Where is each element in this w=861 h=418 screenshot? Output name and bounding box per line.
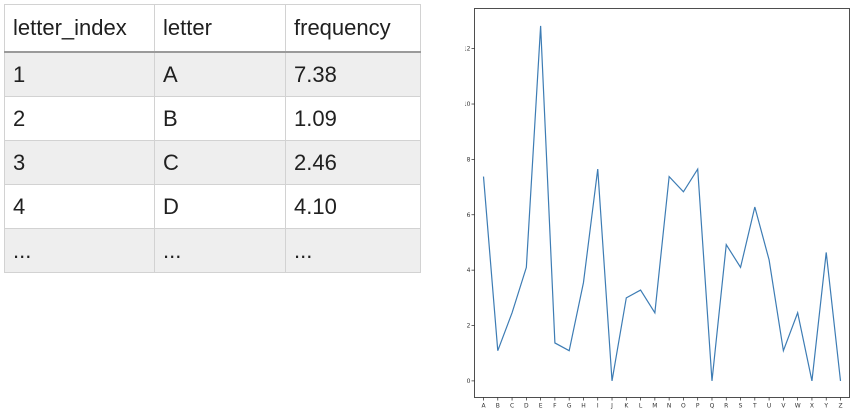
x-tick-label: J [610,403,613,410]
x-tick-label: B [496,403,500,410]
y-tick-label: 2 [467,323,471,330]
table-row: 4 D 4.10 [4,184,421,229]
y-tick-label: 4 [467,267,471,274]
table-row: ... ... ... [4,228,421,273]
y-tick-label: 8 [467,156,471,163]
table-row: 1 A 7.38 [4,51,421,97]
cell-frequency: 2.46 [285,140,421,185]
cell-letter: A [154,51,286,97]
x-tick-label: S [739,403,743,410]
cell-letter: D [154,184,286,229]
series-line [482,25,842,382]
cell-letter-index: 1 [4,51,155,97]
x-tick-label: U [767,403,771,410]
cell-letter-index: 3 [4,140,155,185]
column-header-frequency: frequency [285,4,421,53]
y-tick-label: 10 [465,101,471,108]
cell-letter: ... [154,228,286,273]
cell-letter-index: 2 [4,96,155,141]
x-tick-label: M [652,403,657,410]
y-tick-label: 6 [467,212,471,219]
x-tick-label: O [681,403,686,410]
cell-frequency: 7.38 [285,51,421,97]
cell-letter-index: 4 [4,184,155,229]
x-tick-label: E [539,403,543,410]
x-tick-label: Q [710,403,715,410]
letter-frequency-chart: 0 2 4 6 8 10 12 A B C D E F G H I J K L M N O P Q R S T U V W X Y Z [465,0,861,418]
x-tick-label: P [696,403,700,410]
cell-letter: B [154,96,286,141]
line-chart: 0 2 4 6 8 10 12 A B C D E F G H I J K L M N O P Q R S T U V W X Y Z [465,8,850,410]
x-tick-label: G [567,403,572,410]
frequency-table: letter_index letter frequency 1 A 7.38 2… [4,4,421,273]
x-tick-label: C [510,403,514,410]
x-tick-label: I [597,403,599,410]
plot-frame [474,8,850,398]
y-tick-label: 0 [467,378,471,385]
cell-letter-index: ... [4,228,155,273]
x-tick-label: K [624,403,629,410]
x-tick-label: T [752,403,757,410]
x-tick-label: L [639,403,643,410]
cell-frequency: ... [285,228,421,273]
x-tick-label: Z [838,403,842,410]
column-header-letter-index: letter_index [4,4,155,53]
x-tick-label: D [524,403,529,410]
x-tick-label: F [553,403,557,410]
cell-letter: C [154,140,286,185]
x-tick-label: A [481,403,486,410]
cell-frequency: 1.09 [285,96,421,141]
table-row: 2 B 1.09 [4,96,421,141]
x-tick-label: N [667,403,672,410]
cell-frequency: 4.10 [285,184,421,229]
x-tick-label: Y [823,403,828,410]
table-header-row: letter_index letter frequency [4,4,421,53]
column-header-letter: letter [154,4,286,53]
x-tick-label: X [810,403,814,410]
x-tick-label: R [724,403,728,410]
y-tick-label: 12 [465,46,471,53]
x-tick-label: V [781,403,786,410]
x-tick-label: H [581,403,586,410]
x-tick-label: W [795,403,801,410]
table-row: 3 C 2.46 [4,140,421,185]
